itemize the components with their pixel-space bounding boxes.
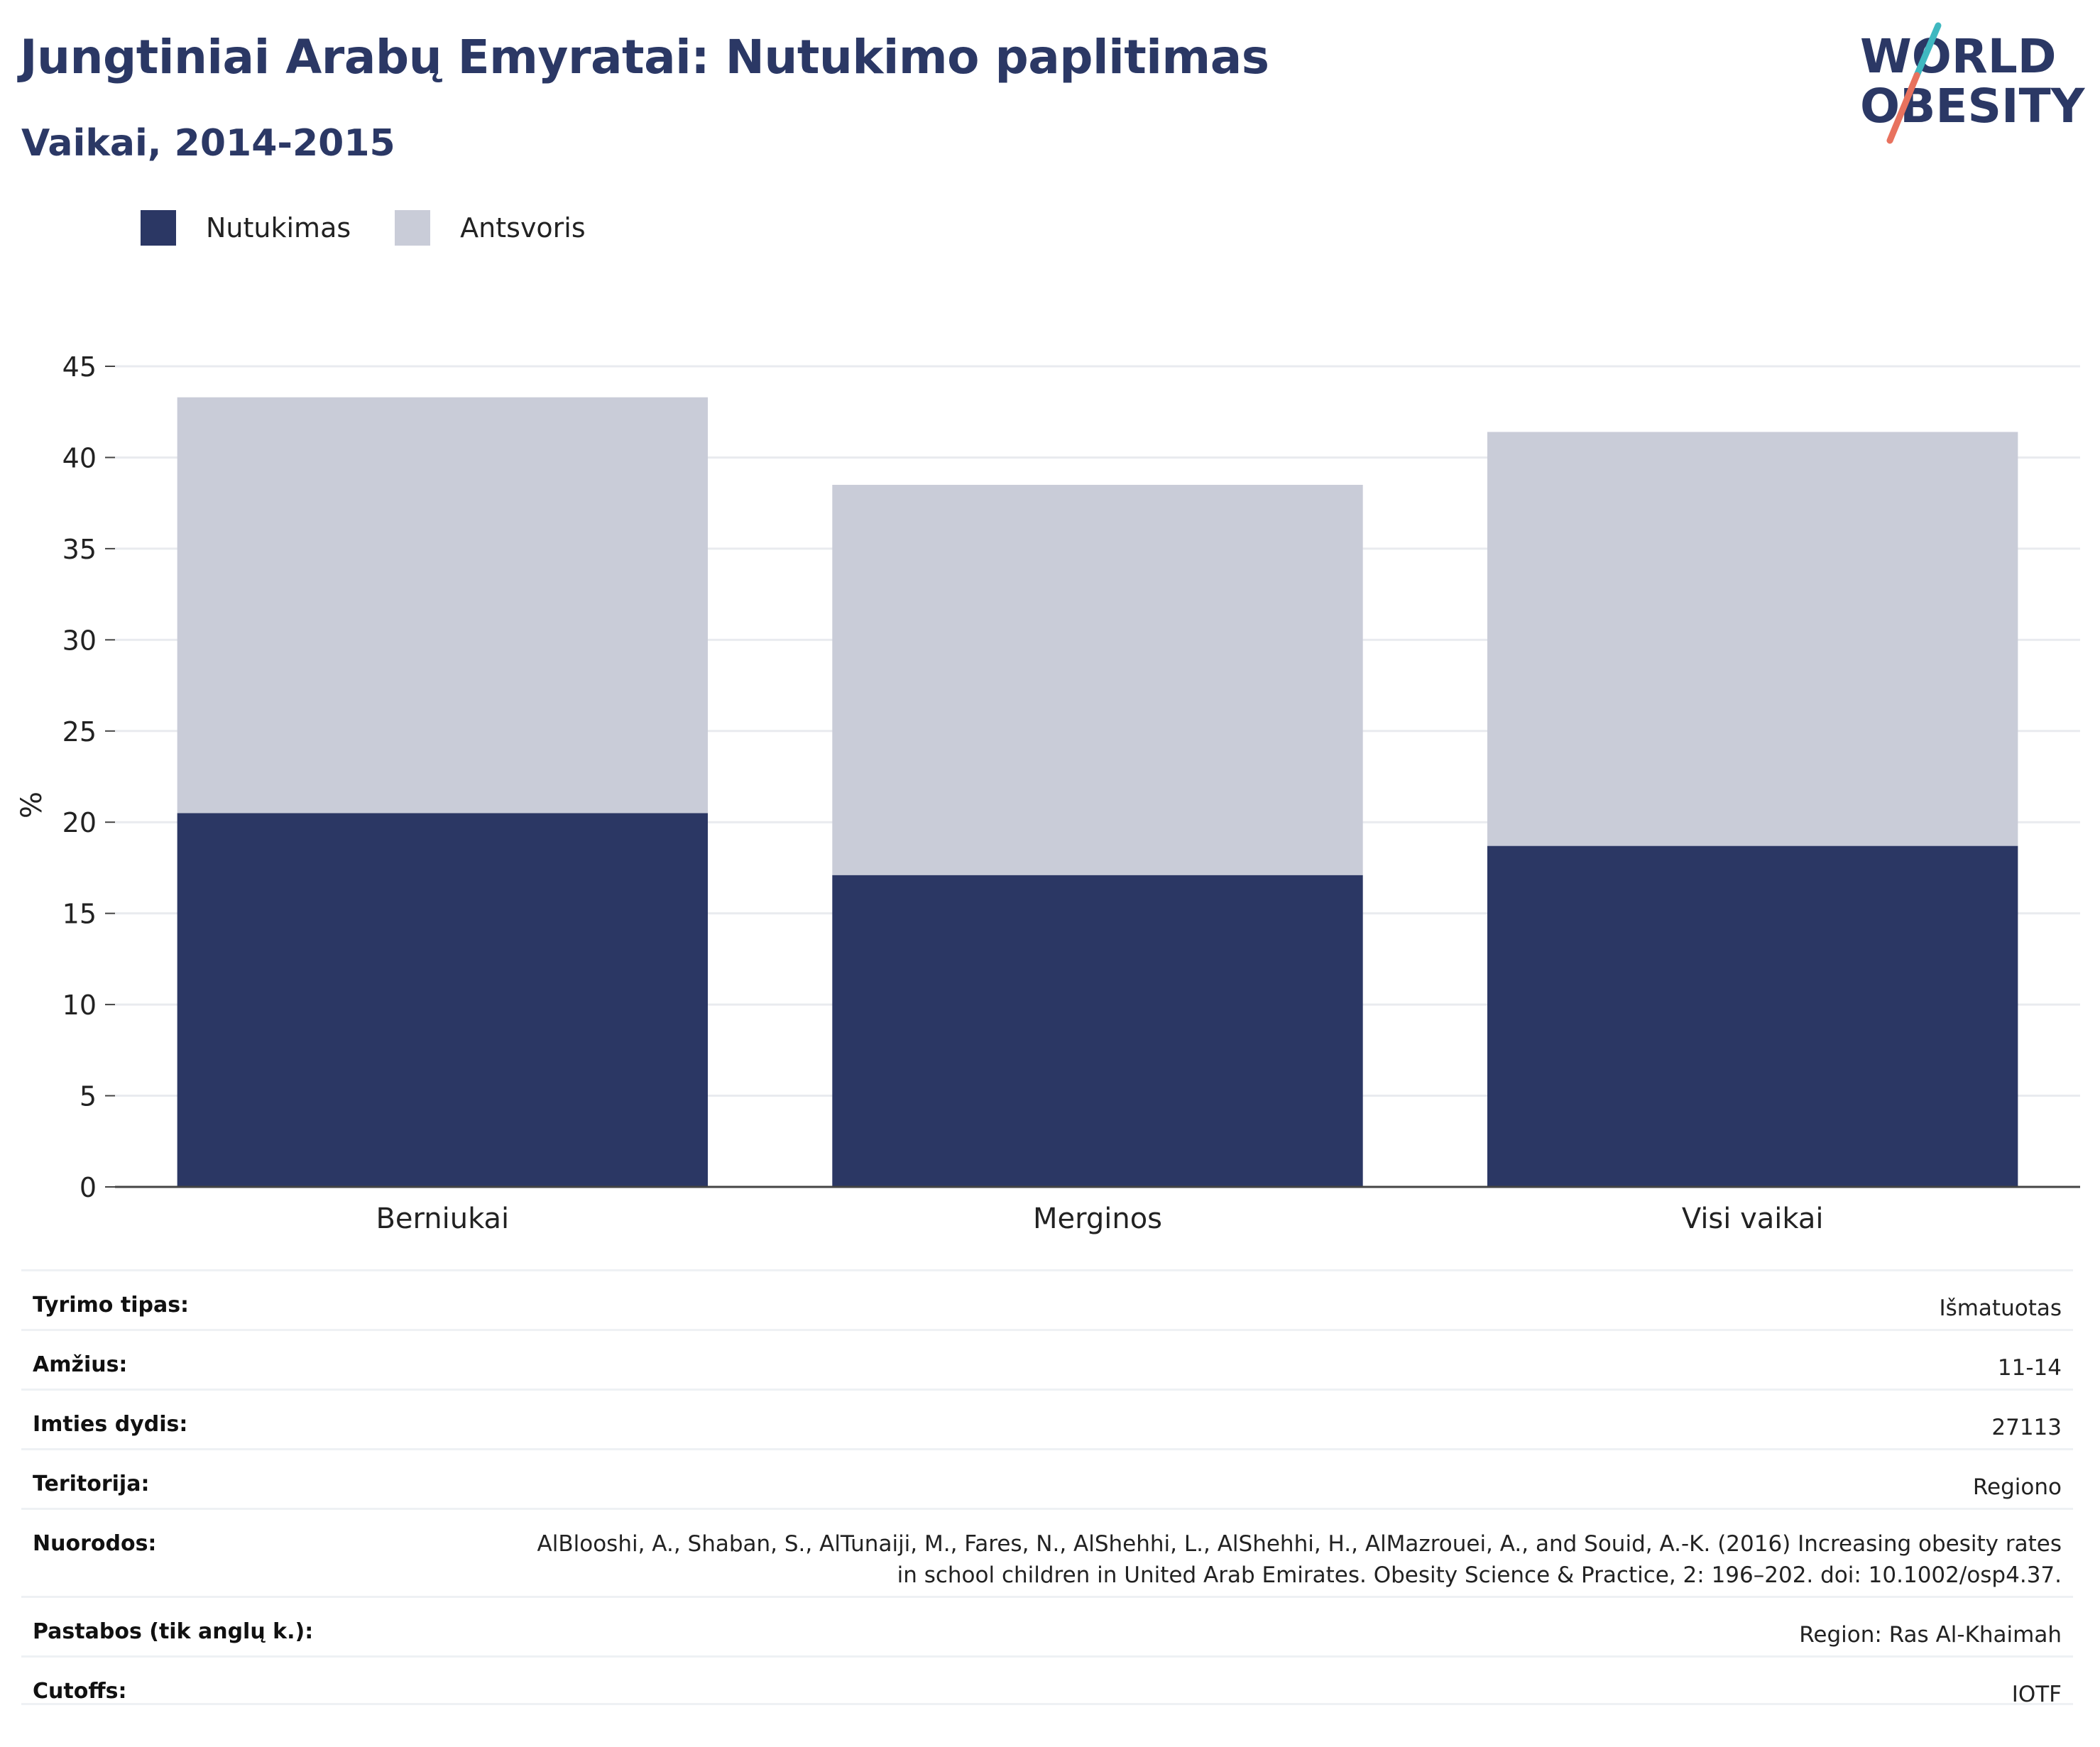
details-row: Teritorija: Regiono [21, 1448, 2073, 1508]
y-tick-label: 0 [80, 1172, 97, 1203]
details-value: 27113 [1991, 1415, 2062, 1440]
axes: 0 5 10 15 20 25 30 35 40 45 Berniukai Merginos Visi … [62, 351, 2080, 1235]
details-label: Teritorija: [33, 1472, 150, 1496]
bar-obesity [177, 813, 709, 1187]
details-label: Cutoffs: [33, 1679, 127, 1704]
details-row: Imties dydis: 27113 [21, 1389, 2073, 1448]
bars [177, 397, 2018, 1187]
legend-label-obesity: Nutukimas [206, 212, 351, 243]
y-tick-label: 45 [62, 351, 97, 383]
chart-subtitle: Vaikai, 2014-2015 [21, 122, 395, 165]
details-value: Regiono [1972, 1474, 2062, 1500]
world-obesity-logo: WORLD OBESITY [1860, 22, 2086, 144]
y-tick-label: 30 [62, 625, 97, 656]
bar-chart: 0 5 10 15 20 25 30 35 40 45 Berniukai Merginos Visi … [16, 351, 2080, 1235]
details-label: Amžius: [33, 1352, 128, 1377]
x-tick-label: Berniukai [376, 1203, 509, 1235]
bar-overweight [1487, 432, 2018, 846]
legend-swatch-overweight [395, 210, 431, 246]
details-label: Pastabos (tik anglų k.): [33, 1619, 314, 1644]
chart-title: Jungtiniai Arabų Emyratai: Nutukimo papl… [20, 30, 1269, 84]
x-tick-label: Visi vaikai [1682, 1203, 1824, 1235]
legend: Nutukimas Antsvoris [141, 210, 630, 246]
bar-overweight [832, 484, 1363, 875]
details-value: 11-14 [1997, 1355, 2062, 1381]
details-label: Tyrimo tipas: [33, 1293, 190, 1318]
details-value: Region: Ras Al-Khaimah [1799, 1622, 2062, 1648]
details-row: Amžius: 11-14 [21, 1329, 2073, 1389]
y-tick-label: 35 [62, 534, 97, 565]
details-value: AlBlooshi, A., Shaban, S., AlTunaiji, M.… [537, 1531, 2062, 1588]
bar-overweight [177, 397, 709, 814]
details-value: Išmatuotas [1939, 1296, 2062, 1321]
logo-line1: WORLD [1860, 29, 2057, 84]
y-tick-label: 20 [62, 807, 97, 838]
details-row: Pastabos (tik anglų k.): Region: Ras Al-K… [21, 1596, 2073, 1655]
details-table: Tyrimo tipas: Išmatuotas Amžius: 11-14 Imtie… [21, 1269, 2073, 1707]
legend-swatch-obesity [141, 210, 176, 246]
bar-obesity [832, 875, 1363, 1187]
y-axis-label: % [16, 792, 48, 818]
details-row: Tyrimo tipas: Išmatuotas [21, 1269, 2073, 1329]
legend-label-overweight: Antsvoris [460, 212, 586, 243]
y-tick-label: 5 [80, 1081, 97, 1112]
bar-obesity [1487, 845, 2018, 1187]
logo-slash-teal [1913, 22, 1942, 79]
y-tick-label: 40 [62, 442, 97, 473]
details-label: Nuorodos: [33, 1531, 157, 1556]
y-tick-label: 10 [62, 990, 97, 1021]
x-tick-label: Merginos [1033, 1203, 1162, 1235]
details-value: IOTF [2011, 1682, 2062, 1707]
legend-item-obesity: Nutukimas [141, 210, 351, 246]
y-tick-label: 25 [62, 716, 97, 747]
details-row: Nuorodos: AlBlooshi, A., Shaban, S., AlTu… [21, 1508, 2073, 1596]
y-tick-label: 15 [62, 899, 97, 930]
details-label: Imties dydis: [33, 1412, 188, 1437]
details-row: Cutoffs: IOTF [21, 1655, 2073, 1707]
legend-item-overweight: Antsvoris [395, 210, 586, 246]
logo-slash-coral [1886, 72, 1920, 144]
